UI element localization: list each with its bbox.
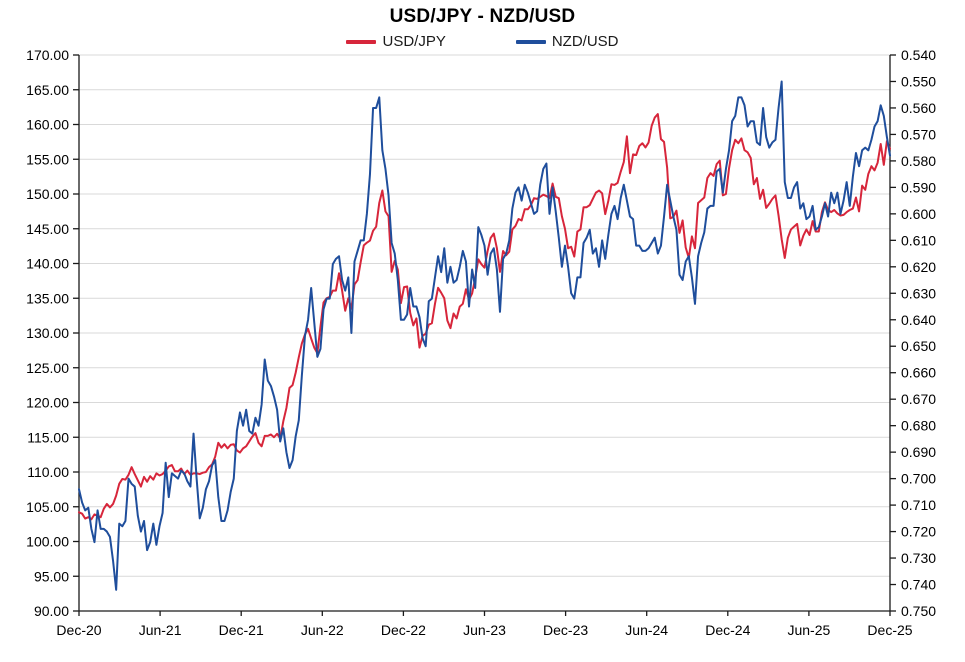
svg-text:0.750: 0.750 [901,603,936,619]
svg-text:110.00: 110.00 [27,464,69,480]
svg-text:0.670: 0.670 [901,391,936,407]
svg-text:0.630: 0.630 [901,285,936,301]
svg-text:0.730: 0.730 [901,550,936,566]
svg-text:Dec-20: Dec-20 [56,622,101,638]
svg-text:0.650: 0.650 [901,338,936,354]
svg-text:0.540: 0.540 [901,47,936,63]
svg-text:0.580: 0.580 [901,153,936,169]
svg-text:170.00: 170.00 [26,47,69,63]
svg-text:120.00: 120.00 [26,395,69,411]
legend-label-nzdusd: NZD/USD [551,33,619,50]
svg-text:0.620: 0.620 [901,259,936,275]
svg-text:0.550: 0.550 [901,73,936,89]
usdjpy-line [78,113,891,521]
svg-text:Dec-23: Dec-23 [543,622,588,638]
svg-text:0.570: 0.570 [901,126,936,142]
nzdusd-line-swatch-icon [515,39,546,44]
svg-text:Jun-25: Jun-25 [787,622,830,638]
x-axis-labels: Dec-20 Jun-21 Dec-21 Jun-22 Dec-22 Jun-23 Dec-… [56,611,913,638]
svg-text:135.00: 135.00 [26,290,69,306]
svg-text:115.00: 115.00 [27,429,69,445]
svg-text:0.640: 0.640 [901,312,936,328]
svg-text:Dec-25: Dec-25 [867,622,912,638]
svg-text:Dec-22: Dec-22 [381,622,426,638]
gridlines [79,54,890,577]
svg-text:90.00: 90.00 [34,603,69,619]
svg-text:Jun-21: Jun-21 [139,622,182,638]
svg-text:0.690: 0.690 [901,444,936,460]
svg-text:125.00: 125.00 [26,360,69,376]
legend-item-nzdusd: NZD/USD [515,33,619,50]
nzdusd-line [78,80,891,591]
svg-text:Jun-22: Jun-22 [301,622,344,638]
svg-text:0.710: 0.710 [901,497,936,513]
svg-text:140.00: 140.00 [26,256,69,272]
legend-label-usdjpy: USD/JPY [382,33,446,50]
svg-text:0.600: 0.600 [901,206,936,222]
svg-text:165.00: 165.00 [26,82,69,98]
svg-text:0.740: 0.740 [901,577,936,593]
chart-legend: USD/JPY NZD/USD [0,33,965,50]
svg-text:0.720: 0.720 [901,524,936,540]
svg-text:0.560: 0.560 [901,100,936,116]
svg-text:0.700: 0.700 [901,471,936,487]
svg-text:0.590: 0.590 [901,179,936,195]
svg-text:Dec-21: Dec-21 [219,622,264,638]
usdjpy-line-swatch-icon [346,39,377,44]
svg-text:145.00: 145.00 [26,221,69,237]
y-right-axis-labels: 0.540 0.550 0.560 0.570 0.580 0.590 0.600 0.610… [890,47,936,619]
svg-text:0.660: 0.660 [901,365,936,381]
svg-text:95.00: 95.00 [34,568,69,584]
legend-item-usdjpy: USD/JPY [346,33,446,50]
svg-text:160.00: 160.00 [26,117,69,133]
svg-text:155.00: 155.00 [26,151,69,167]
svg-text:0.610: 0.610 [901,232,936,248]
svg-text:130.00: 130.00 [26,325,69,341]
svg-text:0.680: 0.680 [901,418,936,434]
svg-text:Jun-23: Jun-23 [463,622,506,638]
svg-text:105.00: 105.00 [26,499,69,515]
svg-text:Jun-24: Jun-24 [625,622,668,638]
page-title: USD/JPY - NZD/USD [389,6,576,27]
svg-text:150.00: 150.00 [26,186,69,202]
y-left-axis-labels: 170.00 165.00 160.00 155.00 150.00 145.00 140.… [26,47,79,619]
svg-text:100.00: 100.00 [26,534,69,550]
svg-text:Dec-24: Dec-24 [705,622,750,638]
